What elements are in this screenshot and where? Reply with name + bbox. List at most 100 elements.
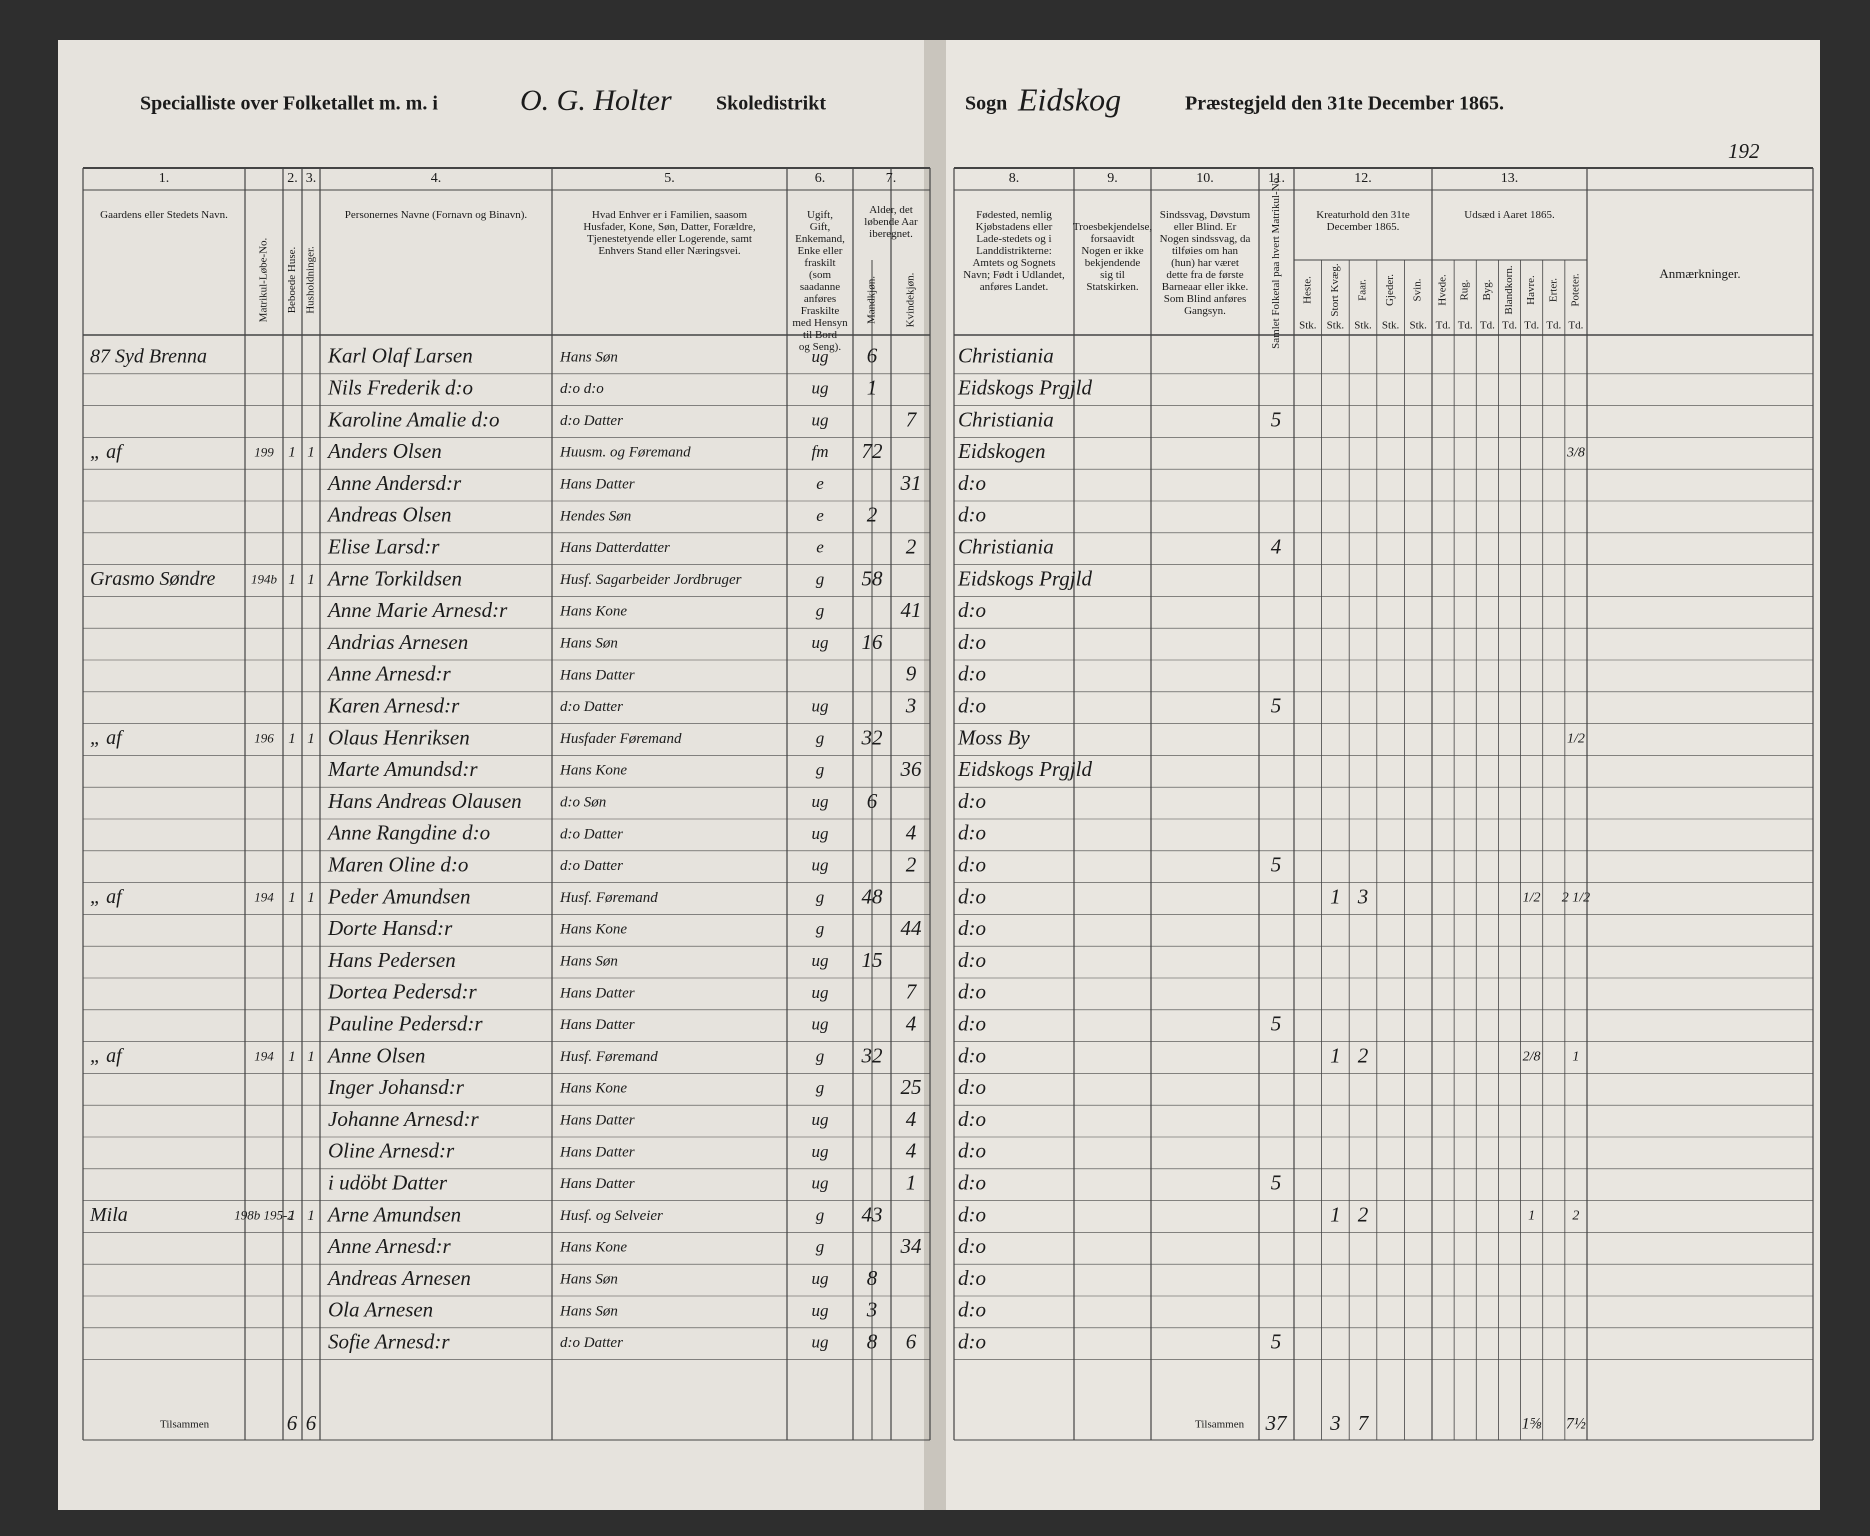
cell-civil: ug <box>812 1015 829 1034</box>
column-header: Troesbekjendelse, forsaavidt Nogen er ikke… <box>1073 221 1153 293</box>
cell-position: d:o Datter <box>560 1335 623 1351</box>
cell-female: 4 <box>906 821 917 845</box>
unit: Td. <box>1568 320 1583 332</box>
cell-birthplace: d:o <box>958 1202 986 1226</box>
cell-birthplace: Moss By <box>957 725 1030 749</box>
cell-birthplace: d:o <box>958 1234 986 1258</box>
cell-male: 6 <box>867 344 878 368</box>
seed-sub: Poteter. <box>1569 273 1581 307</box>
column-number: 7. <box>886 171 897 186</box>
cell-civil: ug <box>812 1142 829 1161</box>
cell-position: d:o Datter <box>560 699 623 715</box>
cell-birthplace: Eidskogs Prgjld <box>957 376 1092 400</box>
cell-name: i udöbt Datter <box>328 1171 448 1195</box>
cell-position: Husf. Føremand <box>559 1049 658 1065</box>
cell-civil: ug <box>812 792 829 811</box>
unit: Td. <box>1480 320 1495 332</box>
column-header: Fødested, nemlig Kjøbstadens eller Lade-st… <box>963 209 1065 293</box>
cell-female: 4 <box>906 1107 917 1131</box>
cell-civil: ug <box>812 1174 829 1193</box>
unit: Td. <box>1502 320 1517 332</box>
cell-households: 1 <box>307 1049 315 1065</box>
cell-female: 4 <box>906 1139 917 1163</box>
cell-civil: ug <box>812 697 829 716</box>
cell-name: Maren Oline d:o <box>327 853 468 877</box>
cell-civil: g <box>816 728 825 747</box>
cell-name: Elise Larsd:r <box>327 535 440 559</box>
cell-name: Anne Arnesd:r <box>326 1234 452 1258</box>
cell-households: 1 <box>307 731 315 747</box>
cell-male: 15 <box>862 948 883 972</box>
cell-male: 8 <box>867 1266 878 1290</box>
cell-total: 5 <box>1271 1330 1282 1354</box>
unit: Td. <box>1546 320 1561 332</box>
cell-birthplace: Christiania <box>958 407 1054 431</box>
cell-birthplace: d:o <box>958 1298 986 1322</box>
left-page <box>58 40 934 1510</box>
cell-civil: g <box>816 887 825 906</box>
cell-name: Andrias Arnesen <box>326 630 468 654</box>
cell-position: Husfader Føremand <box>559 731 682 747</box>
cell-birthplace: d:o <box>958 630 986 654</box>
cell-position: Hans Søn <box>559 636 618 652</box>
cell-livestock: 1 <box>1330 1202 1341 1226</box>
cell-birthplace: d:o <box>958 789 986 813</box>
cell-position: Hans Kone <box>559 922 627 938</box>
cell-female: 6 <box>906 1330 917 1354</box>
cell-name: Karl Olaf Larsen <box>327 344 473 368</box>
cell-birthplace: d:o <box>958 1266 986 1290</box>
cell-seed: 2 1/2 <box>1562 891 1590 906</box>
cell-civil: g <box>816 1237 825 1256</box>
cell-civil: g <box>816 760 825 779</box>
cell-female: 4 <box>906 1012 917 1036</box>
cell-seed: 1 <box>1572 1050 1579 1065</box>
column-number: 4. <box>431 171 442 186</box>
cell-birthplace: d:o <box>958 662 986 686</box>
unit: Td. <box>1458 320 1473 332</box>
cell-name: Anne Marie Arnesd:r <box>326 598 508 622</box>
cell-female: 36 <box>900 757 923 781</box>
cell-birthplace: d:o <box>958 821 986 845</box>
cell-female: 41 <box>901 598 922 622</box>
unit: Stk. <box>1409 320 1427 332</box>
cell-matr: 194b <box>251 571 278 586</box>
column-number: 1. <box>159 171 170 186</box>
cell-civil: g <box>816 1046 825 1065</box>
column-header: Ugift, Gift, Enkemand, Enke eller fraskilt (s… <box>792 209 848 353</box>
seed-sub: Havre. <box>1525 275 1537 305</box>
cell-birthplace: d:o <box>958 1139 986 1163</box>
cell-name: Pauline Pedersd:r <box>327 1012 483 1036</box>
age-sub: Mandkjøn. <box>866 276 878 324</box>
cell-female: 31 <box>900 471 922 495</box>
cell-female: 1 <box>906 1171 917 1195</box>
cell-civil: ug <box>812 951 829 970</box>
cell-position: Hans Datter <box>559 667 635 683</box>
cell-female: 3 <box>905 694 917 718</box>
cell-birthplace: d:o <box>958 948 986 972</box>
unit: Stk. <box>1299 320 1317 332</box>
cell-position: d:o Datter <box>560 858 623 874</box>
cell-female: 2 <box>906 535 917 559</box>
cell-civil: ug <box>812 1269 829 1288</box>
cell-name: Arne Torkildsen <box>326 566 462 590</box>
column-header: Husholdninger. <box>305 246 317 314</box>
cell-name: Olaus Henriksen <box>328 725 470 749</box>
cell-civil: ug <box>812 633 829 652</box>
column-number: 6. <box>815 171 826 186</box>
cell-position: Hans Kone <box>559 1240 627 1256</box>
cell-position: Hans Datter <box>559 1144 635 1160</box>
livestock-sub: Svin. <box>1412 278 1424 301</box>
column-number: 11. <box>1268 171 1285 186</box>
cell-female: 25 <box>901 1075 922 1099</box>
cell-birthplace: d:o <box>958 884 986 908</box>
column-header: Alder, det løbende Aar iberegnet. <box>864 204 918 240</box>
cell-position: d:o d:o <box>560 381 604 397</box>
cell-seed: 1/2 <box>1567 732 1585 747</box>
cell-civil: e <box>816 538 824 557</box>
cell-birthplace: d:o <box>958 980 986 1004</box>
cell-birthplace: d:o <box>958 1171 986 1195</box>
cell-name: Oline Arnesd:r <box>328 1139 455 1163</box>
total-houses: 6 <box>287 1411 298 1435</box>
cell-male: 3 <box>866 1298 878 1322</box>
cell-farm: „ af <box>90 886 124 908</box>
